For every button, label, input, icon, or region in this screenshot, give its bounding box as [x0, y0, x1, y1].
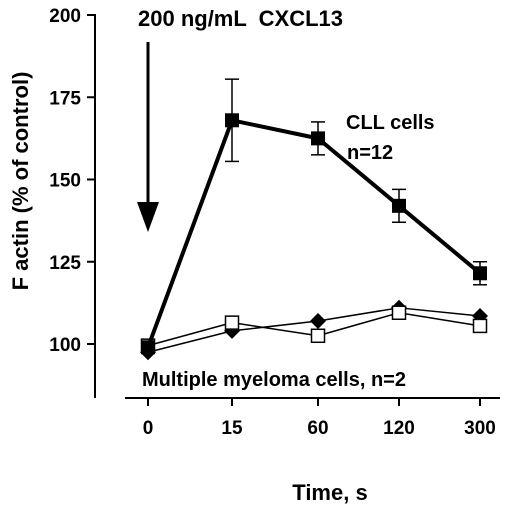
data-point	[311, 131, 325, 146]
y-tick-label: 125	[49, 253, 81, 274]
chart-title: 200 ng/mL CXCL13	[138, 6, 343, 31]
tick-labels: 100 125 150 175 200 0 15 60 120 300	[49, 6, 496, 439]
x-tick-label: 60	[307, 418, 328, 439]
data-point	[225, 113, 239, 128]
y-tick-label: 200	[49, 6, 81, 27]
data-point	[224, 315, 240, 330]
series-group	[140, 78, 488, 361]
cll-annotation-line2: n=12	[347, 142, 393, 164]
y-tick-label: 100	[49, 335, 81, 356]
series-0	[141, 78, 487, 355]
y-axis-label: F actin (% of control)	[8, 72, 33, 291]
data-point	[141, 340, 155, 355]
series-2	[140, 305, 488, 353]
myeloma-annotation: Multiple myeloma cells, n=2	[142, 369, 406, 391]
axes	[87, 14, 500, 406]
data-point	[472, 318, 488, 334]
stimulus-arrow	[137, 42, 159, 232]
x-tick-label: 120	[383, 418, 415, 439]
cll-annotation-line1: CLL cells	[346, 112, 435, 134]
data-point	[310, 312, 326, 329]
data-point	[391, 305, 407, 320]
x-tick-label: 0	[143, 418, 154, 439]
data-point	[310, 328, 326, 344]
y-tick-label: 150	[49, 171, 81, 192]
x-axis-label: Time, s	[292, 480, 367, 505]
data-point	[473, 266, 487, 281]
y-tick-label: 175	[49, 88, 81, 109]
x-tick-label: 15	[221, 418, 243, 439]
arrow-head	[137, 202, 159, 232]
data-point	[392, 198, 406, 213]
x-tick-label: 300	[464, 418, 496, 439]
